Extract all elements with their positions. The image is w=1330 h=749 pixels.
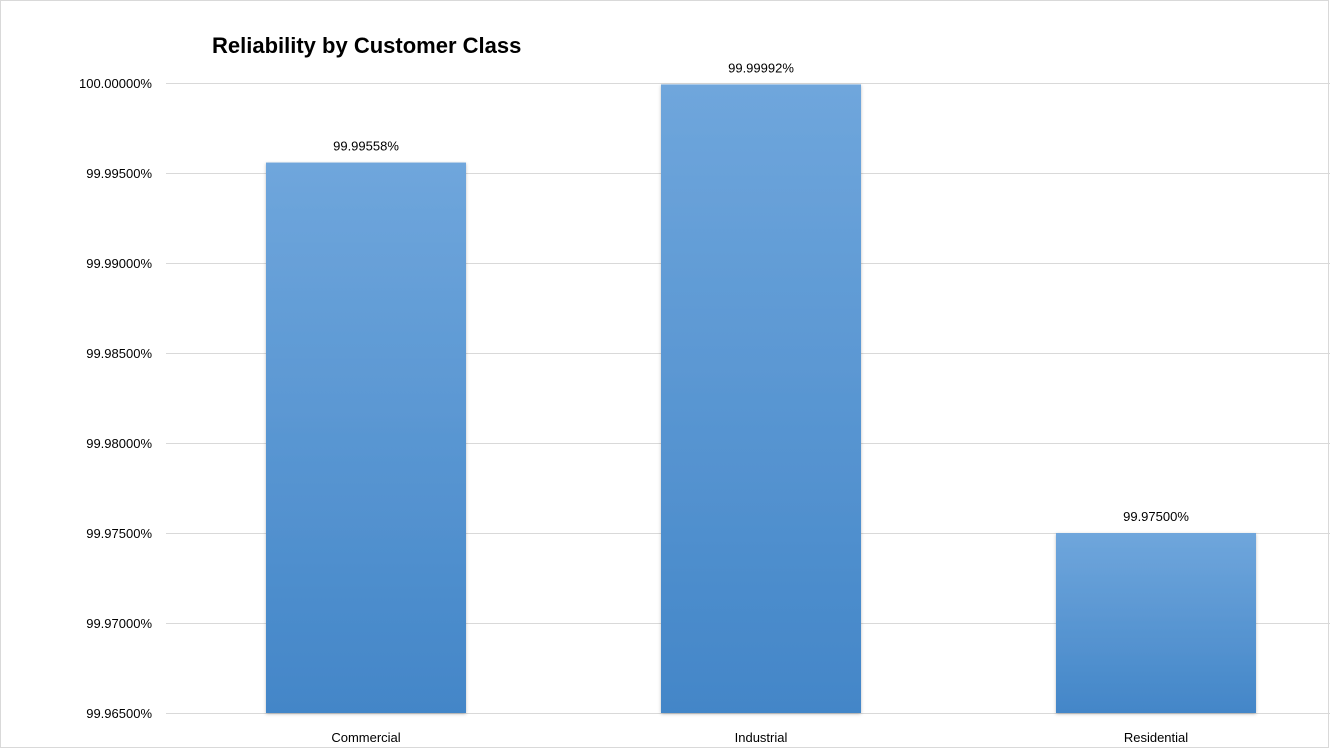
bar-commercial (266, 162, 466, 713)
data-labels: 99.99558% 99.99992% 99.97500% (333, 60, 1189, 524)
y-tick-label: 99.96500% (86, 706, 152, 721)
y-tick-label: 99.99500% (86, 166, 152, 181)
bar-residential (1056, 533, 1256, 713)
y-tick-label: 99.97000% (86, 616, 152, 631)
y-tick-label: 99.99000% (86, 256, 152, 271)
data-label: 99.99992% (728, 60, 794, 75)
x-tick-label: Industrial (735, 730, 788, 745)
x-tick-label: Residential (1124, 730, 1188, 745)
bars (266, 84, 1256, 713)
y-axis: 99.96500% 99.97000% 99.97500% 99.98000% 99.9… (79, 76, 152, 721)
y-tick-label: 99.98000% (86, 436, 152, 451)
y-tick-label: 99.98500% (86, 346, 152, 361)
y-tick-label: 99.97500% (86, 526, 152, 541)
y-tick-label: 100.00000% (79, 76, 152, 91)
bar-industrial (661, 84, 861, 713)
x-tick-label: Commercial (331, 730, 400, 745)
x-axis: Commercial Industrial Residential (331, 730, 1188, 745)
chart-title: Reliability by Customer Class (212, 33, 522, 58)
data-label: 99.99558% (333, 139, 399, 154)
data-label: 99.97500% (1123, 509, 1189, 524)
